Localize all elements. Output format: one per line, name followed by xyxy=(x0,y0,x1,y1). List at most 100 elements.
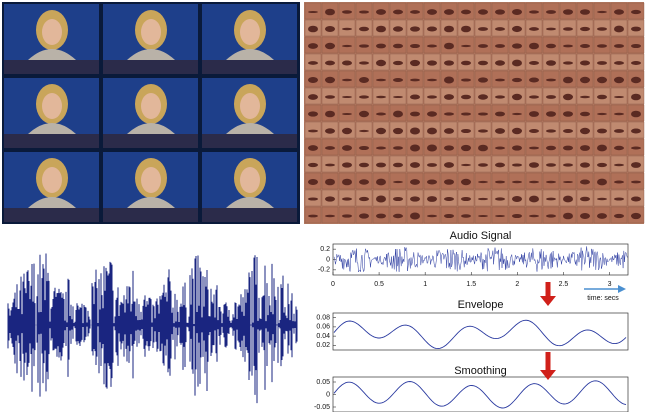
mouth xyxy=(393,96,403,98)
mouth xyxy=(342,128,352,134)
x-tick-label: 2 xyxy=(515,281,519,288)
y-tick-label: 0.06 xyxy=(316,324,330,331)
mouth xyxy=(325,164,335,167)
mouth xyxy=(563,111,573,117)
plot-title: Envelope xyxy=(458,299,504,311)
mouth xyxy=(308,145,318,151)
mouth xyxy=(512,26,522,32)
mouth xyxy=(512,196,522,202)
mouth xyxy=(597,145,607,152)
mouth xyxy=(342,197,352,200)
mouth xyxy=(597,129,607,134)
frame-bar xyxy=(103,208,198,222)
mouth xyxy=(495,181,505,184)
mouth xyxy=(444,43,454,50)
mouth xyxy=(512,145,522,150)
mouth xyxy=(631,44,641,48)
mouth xyxy=(495,27,505,31)
mouth xyxy=(495,95,505,98)
mouth xyxy=(597,44,607,47)
mouth xyxy=(308,215,318,218)
mouth xyxy=(359,163,369,168)
mouth xyxy=(529,181,539,184)
mouth xyxy=(308,11,318,13)
mouth xyxy=(359,10,369,13)
mouth xyxy=(614,113,624,116)
mouth xyxy=(580,27,590,31)
frame-bar xyxy=(103,134,198,148)
mouth xyxy=(512,214,522,218)
mouth xyxy=(410,44,420,48)
mouth xyxy=(597,198,607,201)
plot-title: Audio Signal xyxy=(450,230,512,242)
mouth xyxy=(461,26,471,33)
mouth xyxy=(631,181,641,184)
mouth xyxy=(563,213,573,220)
mouth xyxy=(495,60,505,65)
mouth xyxy=(427,145,437,152)
mouth xyxy=(444,179,454,185)
mouth xyxy=(393,163,403,168)
mouth xyxy=(444,77,454,84)
mouth xyxy=(563,146,573,151)
mouth xyxy=(478,215,488,217)
mouth xyxy=(393,44,403,49)
frame-bar xyxy=(202,60,297,74)
face xyxy=(141,167,161,193)
mouth xyxy=(546,198,556,201)
mouth xyxy=(546,10,556,14)
mouth xyxy=(631,27,641,32)
mouth xyxy=(393,10,403,15)
y-tick-label: 0 xyxy=(326,256,330,263)
x-tick-label: 1.5 xyxy=(466,281,476,288)
mouth xyxy=(563,45,573,48)
mouth xyxy=(495,9,505,14)
mouth xyxy=(325,215,335,217)
mouth xyxy=(580,112,590,116)
mouth xyxy=(444,145,454,150)
mouth xyxy=(631,147,641,150)
mouth xyxy=(546,214,556,217)
plot-box xyxy=(333,313,628,350)
frame-bar xyxy=(202,134,297,148)
mouth xyxy=(308,197,318,200)
mouth xyxy=(563,181,573,183)
mouth xyxy=(325,9,335,16)
mouth xyxy=(529,27,539,31)
mouth xyxy=(325,26,335,32)
mouth xyxy=(478,112,488,115)
x-tick-label: 3 xyxy=(608,281,612,288)
mouth xyxy=(580,162,590,167)
mouth xyxy=(461,214,471,218)
y-tick-label: 0.02 xyxy=(316,342,330,349)
mouth xyxy=(393,128,403,134)
mouth xyxy=(495,79,505,82)
y-tick-label: -0.05 xyxy=(314,404,330,411)
mouth xyxy=(495,163,505,168)
mouth xyxy=(376,79,386,81)
mouth xyxy=(308,61,318,65)
mouth xyxy=(444,112,454,115)
mouth xyxy=(495,215,505,217)
mouth xyxy=(597,61,607,65)
mouth xyxy=(342,45,352,47)
mouth xyxy=(512,113,522,115)
mouth xyxy=(580,197,590,202)
y-tick-label: 0.04 xyxy=(316,333,330,340)
frame-bar xyxy=(4,60,99,74)
mouth xyxy=(580,61,590,66)
mouth xyxy=(614,61,624,65)
mouth xyxy=(512,94,522,100)
mouth xyxy=(427,179,437,184)
mouth xyxy=(478,77,488,82)
mouth xyxy=(393,61,403,65)
mouth xyxy=(512,78,522,82)
mouth xyxy=(376,44,386,49)
mouth xyxy=(376,147,386,150)
signal-line xyxy=(334,381,626,408)
mouth xyxy=(631,111,641,118)
mouth xyxy=(325,179,335,186)
mouth xyxy=(444,60,454,65)
x-axis-label: time: secs xyxy=(587,295,619,302)
mouth xyxy=(614,9,624,14)
